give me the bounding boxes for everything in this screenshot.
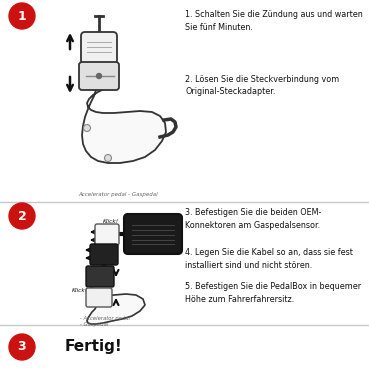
FancyBboxPatch shape xyxy=(124,214,182,254)
Text: 5. Befestigen Sie die PedalBox in bequemer
Höhe zum Fahrerfahrersitz.: 5. Befestigen Sie die PedalBox in bequem… xyxy=(185,282,361,303)
Text: 2. Lösen Sie die Steckverbindung vom
Original-Steckadapter.: 2. Lösen Sie die Steckverbindung vom Ori… xyxy=(185,75,339,97)
Text: Fertig!: Fertig! xyxy=(65,339,123,355)
Text: 4. Legen Sie die Kabel so an, dass sie fest
installiert sind und nicht stören.: 4. Legen Sie die Kabel so an, dass sie f… xyxy=(185,248,353,269)
Text: Accelerator pedal - Gaspedal: Accelerator pedal - Gaspedal xyxy=(78,192,158,197)
Text: 2: 2 xyxy=(18,210,26,223)
FancyBboxPatch shape xyxy=(79,62,119,90)
Circle shape xyxy=(83,124,90,131)
FancyBboxPatch shape xyxy=(86,288,112,307)
FancyBboxPatch shape xyxy=(95,224,119,245)
Circle shape xyxy=(9,334,35,360)
Text: Klick!: Klick! xyxy=(72,288,88,293)
FancyBboxPatch shape xyxy=(90,244,118,265)
Text: 3. Befestigen Sie die beiden OEM-
Konnektoren am Gaspedalsensor.: 3. Befestigen Sie die beiden OEM- Konnek… xyxy=(185,208,321,230)
Polygon shape xyxy=(82,58,166,163)
Circle shape xyxy=(104,155,111,162)
Text: 3: 3 xyxy=(18,341,26,354)
Circle shape xyxy=(9,3,35,29)
Circle shape xyxy=(9,203,35,229)
FancyBboxPatch shape xyxy=(81,32,117,64)
Text: 1: 1 xyxy=(18,10,26,23)
Polygon shape xyxy=(87,276,145,324)
Text: Klick!: Klick! xyxy=(103,219,119,224)
FancyBboxPatch shape xyxy=(86,266,114,287)
Text: 1. Schalten Sie die Zündung aus und warten
Sie fünf Minuten.: 1. Schalten Sie die Zündung aus und wart… xyxy=(185,10,363,31)
Circle shape xyxy=(97,73,101,79)
Text: - Accelerator pedal
- Gaspedal: - Accelerator pedal - Gaspedal xyxy=(80,316,130,327)
